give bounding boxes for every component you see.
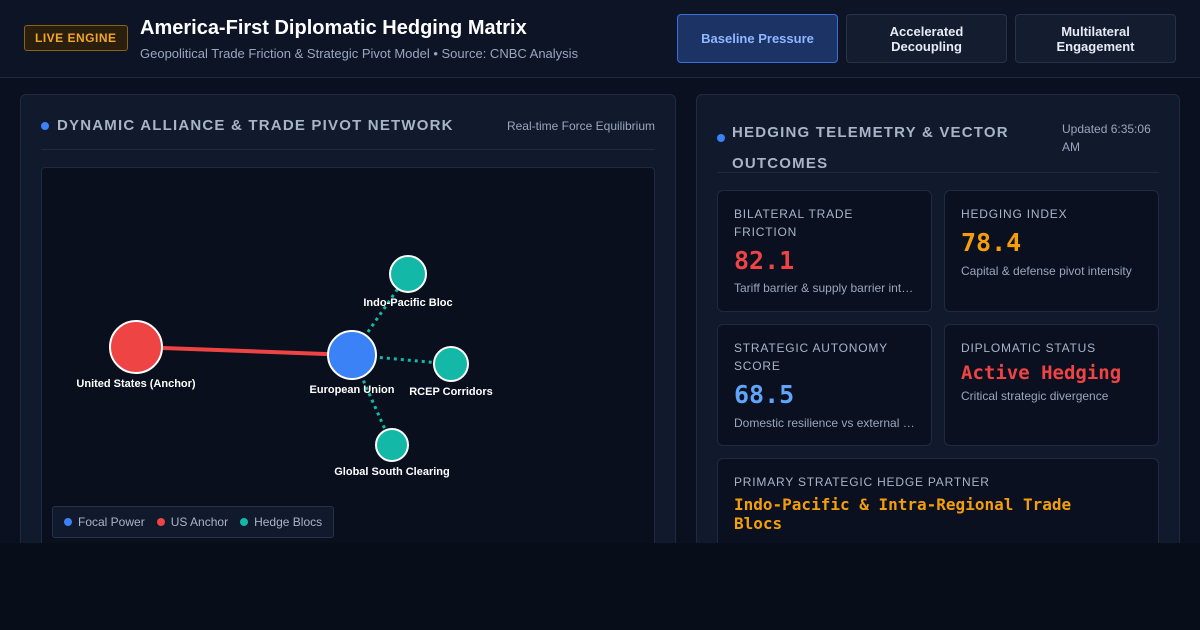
card-friction-label-1: BILATERAL TRADE — [734, 207, 854, 221]
legend-label-hedge: Hedge Blocs — [254, 515, 323, 529]
node-global-south[interactable] — [375, 428, 409, 462]
node-us-anchor[interactable] — [109, 320, 163, 374]
network-graph[interactable]: United States (Anchor) European Union In… — [41, 167, 655, 543]
node-rcep[interactable] — [433, 346, 469, 382]
telemetry-updated: Updated 6:35:06 AM — [1062, 120, 1151, 156]
card-status-label-1: DIPLOMATIC STATUS — [961, 341, 1096, 355]
card-autonomy-desc: Domestic resilience vs external reliance — [734, 416, 918, 430]
legend-dot-hedge-icon — [240, 518, 249, 526]
card-hedging-label-1: HEDGING INDEX — [961, 207, 1068, 221]
top-header: LIVE ENGINE America-First Diplomatic Hed… — [0, 0, 1200, 78]
card-partner-name-1: Indo-Pacific & Intra-Regional Trade — [734, 495, 1072, 514]
card-friction-desc: Tariff barrier & supply barrier intensit… — [734, 281, 914, 295]
card-friction-label-2: FRICTION — [734, 225, 798, 239]
card-trade-friction: BILATERAL TRADE FRICTION 82.1 Tariff bar… — [717, 190, 932, 312]
node-indo-pacific[interactable] — [389, 255, 427, 293]
node-label-rcep: RCEP Corridors — [409, 386, 493, 398]
card-hedging-value: 78.4 — [961, 228, 1022, 257]
card-hedging-label: HEDGING INDEX — [961, 205, 1067, 223]
network-panel-dot-icon — [41, 122, 49, 130]
card-status-value: Active Hedging — [961, 362, 1122, 384]
node-label-indo-pacific: Indo-Pacific Bloc — [363, 297, 452, 309]
card-status-desc: Critical strategic divergence — [961, 389, 1109, 403]
card-autonomy-label-1: STRATEGIC AUTONOMY — [734, 341, 888, 355]
network-panel-divider — [41, 149, 655, 150]
legend-item-anchor: US Anchor — [156, 515, 229, 529]
telemetry-panel-dot-icon — [717, 134, 725, 142]
card-hedge-partner: PRIMARY STRATEGIC HEDGE PARTNER Indo-Pac… — [717, 458, 1159, 543]
node-label-global-south: Global South Clearing — [334, 466, 450, 478]
node-label-eu: European Union — [310, 384, 395, 396]
scenario-multilateral-button[interactable]: Multilateral Engagement — [1015, 14, 1176, 63]
telemetry-panel-title: HEDGING TELEMETRY & VECTOR OUTCOMES — [732, 117, 1009, 179]
card-hedging-index: HEDGING INDEX 78.4 Capital & defense piv… — [944, 190, 1159, 312]
card-status-label: DIPLOMATIC STATUS — [961, 339, 1096, 357]
network-legend: Focal Power US Anchor Hedge Blocs — [52, 506, 335, 538]
page-subtitle: Geopolitical Trade Friction & Strategic … — [140, 46, 579, 61]
telemetry-updated-line-1: Updated 6:35:06 — [1062, 122, 1151, 136]
node-label-us: United States (Anchor) — [76, 378, 196, 390]
network-panel: DYNAMIC ALLIANCE & TRADE PIVOT NETWORK R… — [20, 94, 676, 543]
network-svg: United States (Anchor) European Union In… — [76, 255, 493, 478]
legend-item-hedge: Hedge Blocs — [240, 515, 322, 529]
network-panel-title: DYNAMIC ALLIANCE & TRADE PIVOT NETWORK — [57, 117, 454, 134]
legend-dot-anchor-icon — [156, 518, 165, 526]
telemetry-title-line-1: HEDGING TELEMETRY & VECTOR — [732, 124, 1009, 141]
card-hedging-desc: Capital & defense pivot intensity — [961, 264, 1132, 278]
legend-label-focal: Focal Power — [78, 515, 145, 529]
edge-us-eu — [134, 345, 354, 357]
scenario-multilateral-label-2: Engagement — [1056, 38, 1135, 54]
telemetry-updated-line-2: AM — [1062, 140, 1080, 154]
network-panel-meta: Real-time Force Equilibrium — [506, 119, 655, 133]
telemetry-panel-divider — [717, 172, 1159, 173]
legend-item-focal: Focal Power — [64, 515, 145, 529]
app-root: LIVE ENGINE America-First Diplomatic Hed… — [0, 0, 1200, 543]
card-autonomy-label-2: SCORE — [734, 359, 781, 373]
card-friction-value: 82.1 — [734, 246, 795, 275]
card-strategic-autonomy: STRATEGIC AUTONOMY SCORE 68.5 Domestic r… — [717, 324, 932, 446]
scenario-decoupling-label-2: Decoupling — [891, 38, 962, 54]
telemetry-title-line-2: OUTCOMES — [732, 155, 829, 172]
legend-dot-focal-icon — [64, 518, 72, 526]
telemetry-panel: HEDGING TELEMETRY & VECTOR OUTCOMES Upda… — [696, 94, 1180, 543]
scenario-baseline-button[interactable]: Baseline Pressure — [677, 14, 838, 63]
page-title: America-First Diplomatic Hedging Matrix — [140, 17, 527, 39]
card-autonomy-value: 68.5 — [734, 380, 795, 409]
card-diplomatic-status: DIPLOMATIC STATUS Active Hedging Critica… — [944, 324, 1159, 446]
card-partner-name-2: Blocs — [734, 514, 783, 533]
node-european-union[interactable] — [327, 330, 377, 380]
card-partner-name: Indo-Pacific & Intra-Regional Trade Bloc… — [734, 495, 1071, 533]
scenario-multilateral-label-1: Multilateral — [1061, 23, 1130, 39]
live-engine-badge: LIVE ENGINE — [24, 25, 128, 51]
card-autonomy-label: STRATEGIC AUTONOMY SCORE — [734, 339, 888, 375]
card-partner-label: PRIMARY STRATEGIC HEDGE PARTNER — [734, 475, 990, 489]
scenario-baseline-label: Baseline Pressure — [701, 31, 814, 46]
legend-label-anchor: US Anchor — [170, 515, 229, 529]
scenario-decoupling-button[interactable]: Accelerated Decoupling — [846, 14, 1007, 63]
scenario-decoupling-label-1: Accelerated — [889, 23, 964, 39]
card-friction-label: BILATERAL TRADE FRICTION — [734, 205, 853, 241]
